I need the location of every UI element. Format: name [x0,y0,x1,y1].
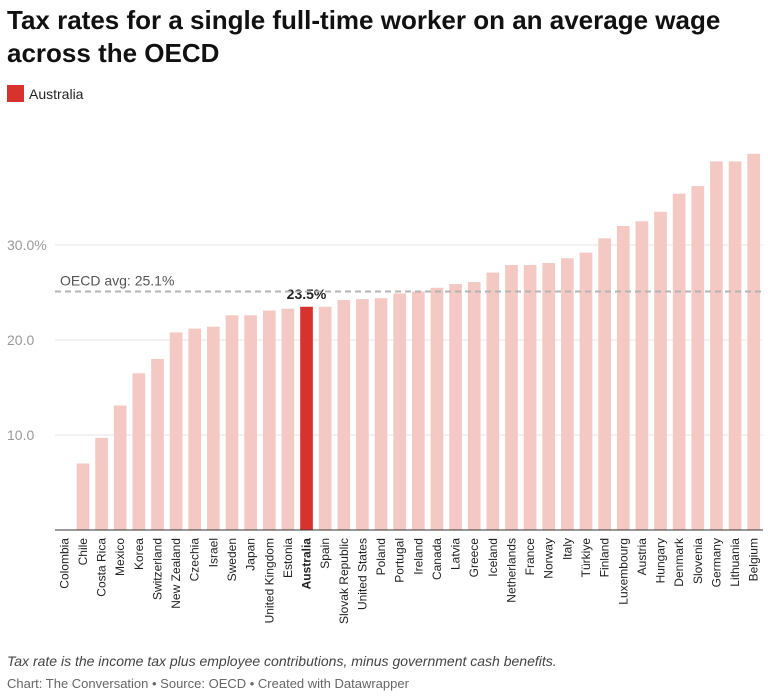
x-tick-label: Hungary [654,538,668,583]
bar [76,463,90,530]
chart-notes: Tax rate is the income tax plus employee… [7,653,557,669]
x-tick-label: Poland [374,538,388,575]
bar [95,437,108,530]
x-tick-label: Costa Rica [95,538,109,597]
legend: Australia [7,85,83,102]
bar [281,308,295,530]
bar [467,282,481,530]
legend-swatch [7,85,24,102]
x-tick-label: Japan [244,538,258,571]
x-tick-label: Portugal [393,538,407,583]
bar [318,306,332,530]
bar [523,264,537,530]
bar [542,263,556,530]
bar [225,315,239,530]
bar [132,373,146,530]
x-tick-label: Netherlands [504,538,518,603]
x-tick-label: Colombia [57,538,71,589]
bar-chart: 10.0 20.0 30.0% Colombia Chile Costa Rica Mexi… [7,153,763,624]
bar [616,226,630,530]
bar [430,287,444,530]
bar [449,283,462,530]
bar [356,299,369,530]
x-tick-label: Korea [132,538,146,570]
x-tick-label: New Zealand [169,538,183,609]
x-tick-label: Australia [300,538,314,590]
x-tick-label: Luxembourg [616,538,630,605]
x-tick-label: Latvia [449,538,463,570]
bar [207,326,220,530]
x-tick-label: Canada [430,538,444,580]
y-tick-label: 20.0 [7,332,34,348]
bar [654,211,667,530]
bar [151,359,164,530]
bar [728,161,742,530]
x-tick-label: Chile [76,538,90,566]
bar [188,328,202,530]
x-tick-label: Greece [467,538,481,578]
x-tick-label: Mexico [113,538,127,576]
x-tick-label: Germany [709,538,723,587]
x-tick-label: Italy [560,538,574,560]
bar [635,221,649,530]
x-tick-label: Sweden [225,538,239,581]
x-tick-label: Belgium [747,538,761,581]
data-label: 23.5% [287,286,327,302]
bar [710,161,723,530]
x-tick-label: Spain [318,538,332,569]
bar [747,153,761,531]
x-tick-label: Switzerland [150,538,164,600]
x-tick-label: Israel [206,538,220,567]
x-tick-label: Ireland [411,538,425,575]
bar [561,258,574,530]
x-tick-label: Norway [542,538,556,579]
x-tick-label: Türkiye [579,538,593,578]
bar [244,315,257,530]
x-tick-label: Lithuania [728,538,742,587]
chart-title: Tax rates for a single full-time worker … [7,5,721,68]
x-tick-label: Estonia [281,538,295,578]
bar [411,291,425,530]
bar [691,186,705,530]
legend-label: Australia [29,85,84,102]
bar [374,298,388,530]
bar [300,306,313,530]
x-tick-label: Czechia [188,538,202,582]
y-tick-label: 30.0% [7,237,47,253]
bar [505,264,518,530]
x-tick-label: France [523,538,537,576]
bar [598,238,611,530]
chart-credits: Chart: The Conversation • Source: OECD •… [7,676,409,691]
y-tick-label: 10.0 [7,427,34,443]
x-tick-label: Slovenia [691,538,705,584]
reference-line-label: OECD avg: 25.1% [60,273,174,289]
x-tick-label: United Kingdom [262,538,276,623]
bar [169,332,183,530]
x-tick-label: Finland [598,538,612,577]
x-tick-label: Slovak Republic [337,538,351,624]
x-tick-label: Iceland [486,538,500,577]
bar [337,300,351,530]
x-tick-label: Denmark [672,537,686,587]
bar [672,193,686,530]
bar [486,272,500,530]
bar [262,310,276,530]
bar [579,252,593,530]
bar [113,405,127,530]
x-tick-label: United States [355,538,369,610]
x-tick-label: Austria [635,538,649,576]
bar [393,293,407,530]
